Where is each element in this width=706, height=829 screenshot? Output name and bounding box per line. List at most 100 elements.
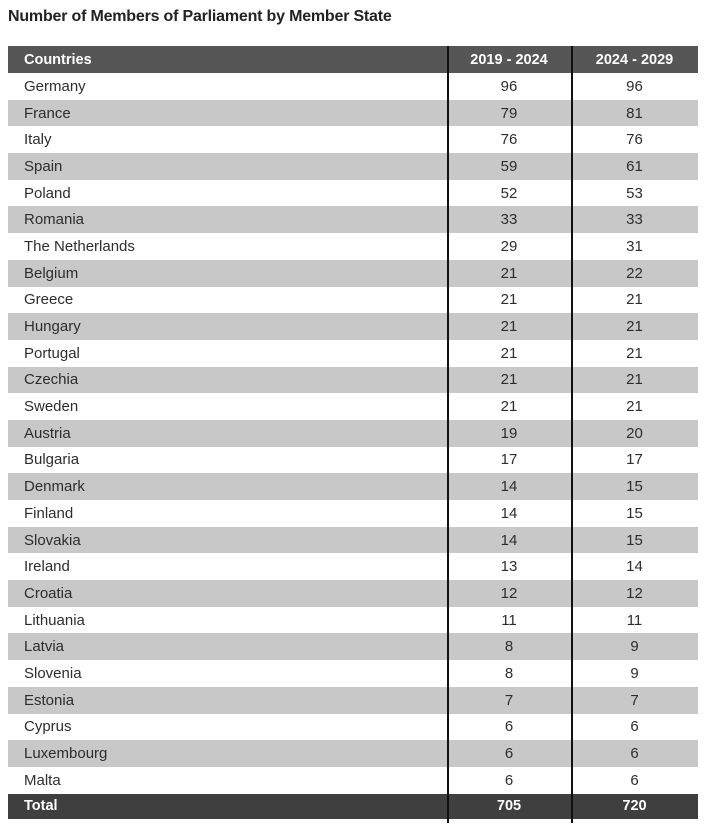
country-cell: Belgium [24, 264, 79, 282]
country-cell: Czechia [24, 371, 79, 389]
value-2019-2024-cell: 6 [504, 745, 514, 763]
value-2024-2029-cell: 21 [626, 291, 643, 309]
country-cell: Portugal [24, 344, 80, 362]
value-2024-2029-cell: 21 [626, 398, 643, 416]
total-value-2019-2024: 705 [496, 798, 522, 815]
country-cell: Estonia [24, 691, 75, 709]
value-2019-2024-cell: 13 [500, 558, 518, 576]
country-cell: Croatia [24, 584, 73, 602]
table-row: Poland 52 53 [8, 179, 698, 207]
table-row: Ireland 13 14 [8, 553, 698, 581]
table-row: Slovakia 14 15 [8, 526, 698, 554]
table-row: Denmark 14 15 [8, 473, 698, 500]
value-2024-2029-cell: 21 [626, 318, 643, 336]
country-cell: Greece [24, 291, 74, 309]
value-2024-2029-cell: 31 [626, 237, 643, 255]
country-cell: Slovenia [24, 664, 82, 682]
value-2019-2024-cell: 11 [501, 611, 517, 629]
country-cell: Germany [24, 77, 86, 95]
country-cell: Bulgaria [24, 451, 80, 469]
country-cell: Hungary [24, 318, 81, 336]
value-2019-2024-cell: 6 [504, 718, 514, 736]
value-2024-2029-cell: 81 [626, 104, 643, 122]
value-2024-2029-cell: 9 [630, 664, 639, 682]
table-row: Germany 96 96 [8, 73, 698, 100]
value-2019-2024-cell: 8 [504, 638, 514, 656]
value-2019-2024-cell: 76 [500, 131, 518, 149]
value-2019-2024-cell: 52 [500, 184, 518, 202]
value-2024-2029-cell: 6 [630, 745, 639, 763]
value-2024-2029-cell: 14 [626, 558, 643, 576]
value-2024-2029-cell: 15 [626, 478, 643, 496]
value-2024-2029-cell: 22 [626, 264, 643, 282]
country-cell: The Netherlands [24, 237, 135, 255]
value-2019-2024-cell: 14 [500, 478, 518, 496]
table-row: Malta 6 6 [8, 766, 698, 794]
value-2024-2029-cell: 53 [626, 184, 643, 202]
value-2019-2024-cell: 14 [500, 531, 518, 549]
table-row: Italy 76 76 [8, 126, 698, 154]
column-divider-1 [447, 46, 449, 824]
value-2019-2024-cell: 12 [500, 584, 518, 602]
country-cell: Ireland [24, 558, 70, 576]
value-2024-2029-cell: 6 [630, 771, 639, 789]
table-row: Portugal 21 21 [8, 339, 698, 367]
country-cell: France [24, 104, 71, 122]
country-cell: Italy [24, 131, 52, 149]
header-countries: Countries [24, 51, 92, 68]
country-cell: Latvia [24, 638, 65, 656]
column-divider-2 [571, 46, 573, 824]
table-row: Cyprus 6 6 [8, 713, 698, 741]
value-2024-2029-cell: 15 [626, 531, 643, 549]
table-total-row: Total 705 720 [8, 793, 698, 820]
value-2024-2029-cell: 33 [626, 211, 643, 229]
members-table: Countries 2019 - 2024 2024 - 2029 German… [8, 46, 698, 824]
value-2019-2024-cell: 21 [500, 398, 518, 416]
header-term-2019-2024: 2019 - 2024 [470, 51, 548, 68]
table-row: Estonia 7 7 [8, 686, 698, 714]
table-row: Finland 14 15 [8, 500, 698, 527]
value-2024-2029-cell: 9 [630, 638, 639, 656]
value-2024-2029-cell: 61 [626, 157, 643, 175]
value-2024-2029-cell: 6 [630, 718, 639, 736]
value-2019-2024-cell: 29 [500, 237, 518, 255]
value-2019-2024-cell: 21 [500, 371, 518, 389]
country-cell: Luxembourg [24, 745, 108, 763]
table-row: Austria 19 20 [8, 419, 698, 447]
table-row: Spain 59 61 [8, 153, 698, 180]
country-cell: Spain [24, 157, 63, 175]
table-row: Bulgaria 17 17 [8, 446, 698, 474]
table-row: The Netherlands 29 31 [8, 233, 698, 260]
header-term-2024-2029: 2024 - 2029 [595, 51, 674, 68]
value-2024-2029-cell: 11 [626, 611, 643, 629]
country-cell: Malta [24, 771, 61, 789]
value-2019-2024-cell: 21 [500, 318, 518, 336]
value-2019-2024-cell: 79 [500, 104, 518, 122]
table-row: Lithuania 11 11 [8, 606, 698, 634]
total-value-2024-2029: 720 [622, 798, 647, 815]
country-cell: Cyprus [24, 718, 72, 736]
value-2019-2024-cell: 17 [500, 451, 518, 469]
table-row: Greece 21 21 [8, 286, 698, 314]
country-cell: Romania [24, 211, 85, 229]
country-cell: Poland [24, 184, 71, 202]
country-cell: Lithuania [24, 611, 85, 629]
value-2024-2029-cell: 21 [626, 344, 643, 362]
value-2024-2029-cell: 76 [626, 131, 643, 149]
value-2019-2024-cell: 14 [500, 504, 518, 522]
value-2024-2029-cell: 96 [626, 77, 643, 95]
value-2024-2029-cell: 20 [626, 424, 643, 442]
value-2024-2029-cell: 21 [626, 371, 643, 389]
table-row: Hungary 21 21 [8, 313, 698, 340]
value-2024-2029-cell: 15 [626, 504, 643, 522]
value-2024-2029-cell: 12 [626, 584, 643, 602]
table-row: Belgium 21 22 [8, 259, 698, 287]
country-cell: Denmark [24, 478, 85, 496]
value-2019-2024-cell: 21 [500, 264, 518, 282]
value-2019-2024-cell: 6 [504, 771, 514, 789]
country-cell: Austria [24, 424, 71, 442]
country-cell: Finland [24, 504, 74, 522]
value-2019-2024-cell: 7 [504, 691, 514, 709]
value-2019-2024-cell: 21 [500, 291, 518, 309]
